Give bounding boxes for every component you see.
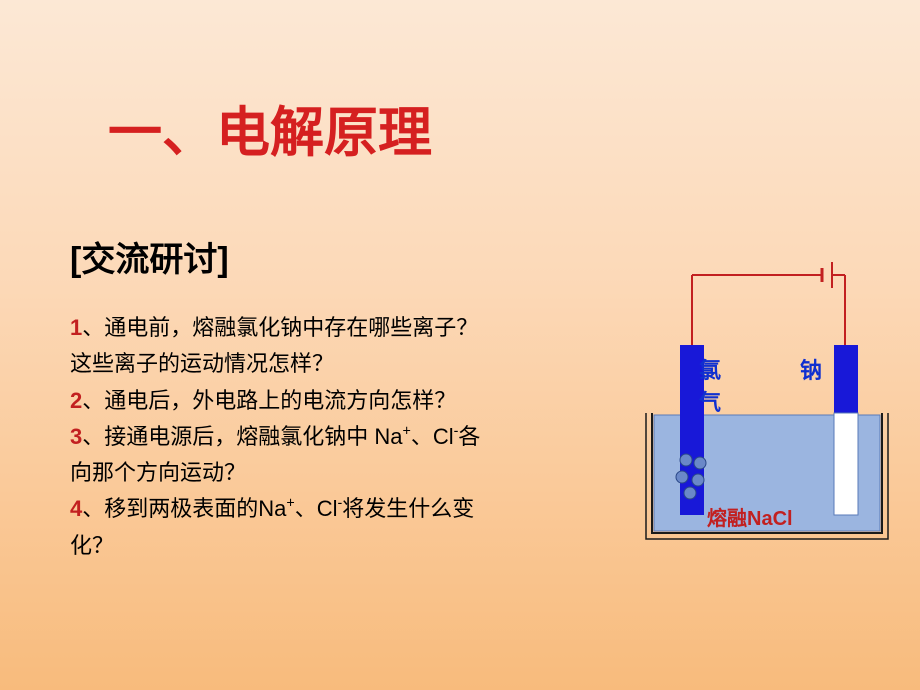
sodium-label: 钠 [800,353,822,385]
chlorine-label: 氯气 [699,353,727,417]
q4-number: 4 [70,496,82,521]
na-plus-sup2: + [286,496,294,512]
q3-number: 3 [70,424,82,449]
questions-block: 1、通电前，熔融氯化钠中存在哪些离子？这些离子的运动情况怎样？ 2、通电后，外电… [70,310,500,564]
q2-number: 2 [70,388,82,413]
q4-text-b: 、Cl [295,496,338,521]
q4-text-a: 、移到两极表面的Na [82,496,286,521]
page-title: 一、电解原理 [108,88,432,167]
q1-text: 、通电前，熔融氯化钠中存在哪些离子？这些离子的运动情况怎样？ [70,315,478,376]
na-plus-sup: + [403,424,411,440]
electrolysis-diagram: 氯气 钠 熔融NaCl [512,255,902,555]
nacl-label: 熔融NaCl [707,502,793,531]
q3-text-a: 、接通电源后，熔融氯化钠中 Na [82,424,402,449]
q3-text-b: 、Cl [411,424,454,449]
q2-text: 、通电后，外电路上的电流方向怎样？ [82,388,456,413]
section-subtitle: [交流研讨] [70,232,229,281]
q1-number: 1 [70,315,82,340]
